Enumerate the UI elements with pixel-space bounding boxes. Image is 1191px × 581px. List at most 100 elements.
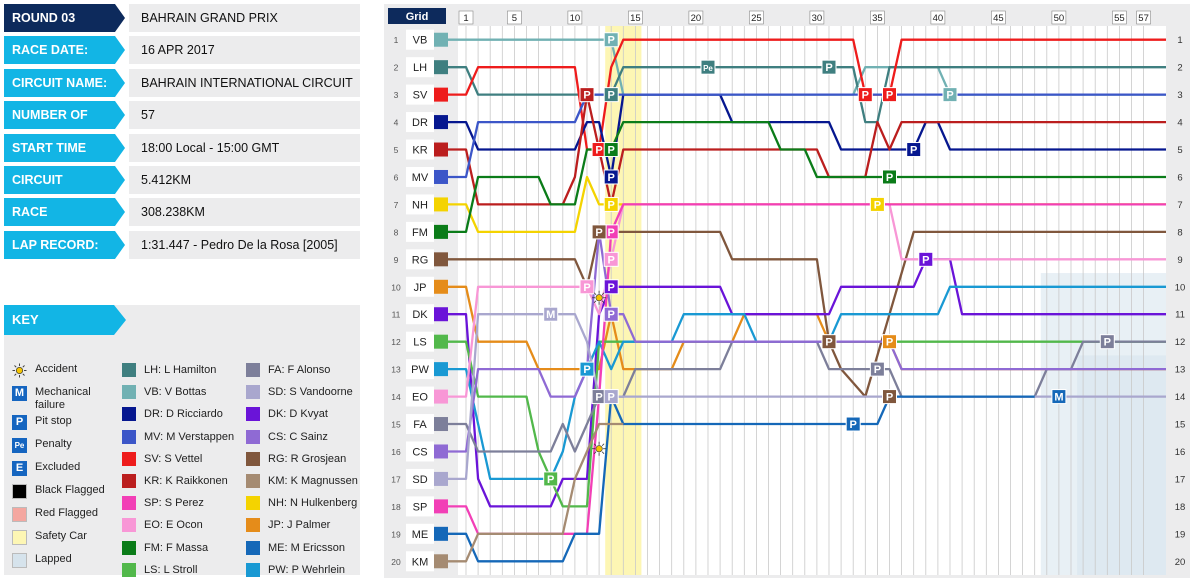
key-label: ME: M Ericsson [268, 541, 346, 554]
grid-driver-swatch [434, 279, 448, 294]
series-line-rg [448, 230, 1166, 398]
safety-car-icon [12, 530, 27, 545]
grid-driver-code: ME [412, 529, 429, 541]
key-item-lh: LH: L Hamilton [122, 363, 216, 377]
pit-marker-label: P [595, 145, 602, 157]
grid-code-bg [406, 112, 434, 133]
info-label: RACE DISTANCE: [4, 198, 125, 247]
key-label: PW: P Wehrlein [268, 563, 346, 576]
grid-position-label: 8 [394, 227, 399, 237]
pit-marker [882, 334, 897, 350]
swatch-icon [122, 518, 136, 533]
info-value: 1:31.447 - Pedro De la Rosa [2005] [129, 230, 360, 259]
swatch-icon [246, 407, 260, 422]
pit-marker [603, 87, 619, 103]
key-item-pw: PW: P Wehrlein [246, 562, 346, 577]
swatch-icon [246, 518, 260, 533]
pit-marker-label: P [825, 337, 832, 349]
grid-code-bg [406, 29, 434, 50]
lap-tick-box [749, 10, 764, 25]
swatch-icon [122, 474, 136, 488]
grid-driver-code: FM [412, 227, 428, 239]
penalty-icon: Pe [12, 438, 27, 453]
pit-marker-label: P [874, 364, 881, 376]
pit-marker-label: P [886, 337, 893, 349]
pit-marker [821, 334, 837, 350]
lap-tick-label: 35 [872, 13, 883, 24]
end-position-label: 11 [1175, 310, 1185, 321]
end-position-label: 19 [1175, 529, 1186, 540]
race-info-panel: ROUND 03 BAHRAIN GRAND PRIX RACE DATE: 16 A… [4, 4, 360, 263]
grid-position-label: 18 [391, 502, 401, 512]
lap-tick-label: 55 [1114, 13, 1125, 24]
key-label: Penalty [35, 438, 72, 450]
info-label: START TIME [4, 133, 125, 162]
grid-driver-swatch [434, 471, 448, 486]
swatch-icon [122, 496, 136, 511]
end-position-label: 1 [1177, 35, 1182, 46]
end-position-label: 20 [1175, 557, 1186, 568]
lap-tick-box [507, 10, 522, 25]
grid-code-bg [406, 331, 434, 352]
pit-marker-label: P [850, 419, 857, 431]
swatch-icon [246, 540, 260, 555]
grid-position-label: 19 [391, 529, 401, 539]
key-label: Red Flagged [35, 507, 98, 519]
pit-marker-label: P [1104, 337, 1111, 349]
grid-driver-swatch [434, 87, 448, 102]
pit-marker [869, 196, 885, 212]
grid-driver-swatch [434, 142, 448, 157]
lap-tick-box [1051, 10, 1067, 25]
key-label: SD: S Vandoorne [268, 386, 353, 399]
swatch-icon [246, 562, 260, 577]
grid-driver-swatch [434, 307, 448, 322]
accident-core [595, 294, 603, 302]
key-label: Safety Car [35, 530, 87, 542]
info-row: CIRCUIT LENGTH:5.412KM [4, 165, 360, 215]
pit-marker [591, 224, 607, 240]
grid-position-label: 12 [391, 337, 401, 347]
key-label: Lapped [35, 553, 72, 565]
lap-tick-box [628, 10, 643, 25]
black-flag-icon [12, 484, 27, 499]
grid-driver-code: KR [412, 145, 427, 157]
pit-marker [906, 142, 922, 158]
swatch-icon [246, 385, 260, 400]
pit-marker-label: P [874, 199, 881, 211]
lap-tick-label: 15 [630, 13, 641, 24]
end-position-label: 5 [1177, 145, 1182, 156]
swatch-icon [122, 451, 136, 466]
accident-ray [593, 443, 597, 447]
pit-marker [845, 416, 861, 432]
grid-driver-swatch [434, 60, 448, 75]
end-position-label: 8 [1177, 227, 1182, 238]
grid-driver-code: EO [412, 392, 428, 404]
grid-driver-code: SV [413, 90, 428, 102]
info-row: NUMBER OF LAPS:57 [4, 101, 360, 150]
grid-driver-code: PW [411, 364, 429, 376]
swatch-icon [122, 429, 136, 444]
grid-driver-code: CS [412, 446, 427, 458]
key-item-fm: FM: F Massa [122, 540, 208, 555]
grid-driver-code: DR [412, 117, 428, 129]
pit-marker-label: P [825, 62, 832, 74]
key-item-excluded: E Excluded [12, 461, 112, 476]
pit-marker [857, 87, 873, 103]
key-label: EO: E Ocon [144, 519, 203, 532]
pit-marker [603, 32, 619, 48]
key-item-safety-car: Safety Car [12, 530, 112, 545]
key-label: LH: L Hamilton [144, 364, 217, 376]
grid-driver-code: SP [413, 501, 428, 513]
end-position-label: 15 [1175, 420, 1186, 431]
red-flag-icon [12, 507, 27, 522]
mechanical-marker-label: M [1054, 392, 1063, 404]
key-label: SV: S Vettel [144, 452, 203, 465]
end-position-label: 2 [1177, 63, 1182, 74]
pit-marker-label: P [608, 35, 615, 47]
pit-marker-label: P [608, 309, 615, 321]
key-item-red-flag: Red Flagged [12, 507, 112, 522]
grid-driver-swatch [434, 224, 448, 239]
grid-driver-swatch [434, 417, 448, 432]
grid-driver-swatch [434, 169, 448, 184]
pit-marker [882, 169, 897, 185]
